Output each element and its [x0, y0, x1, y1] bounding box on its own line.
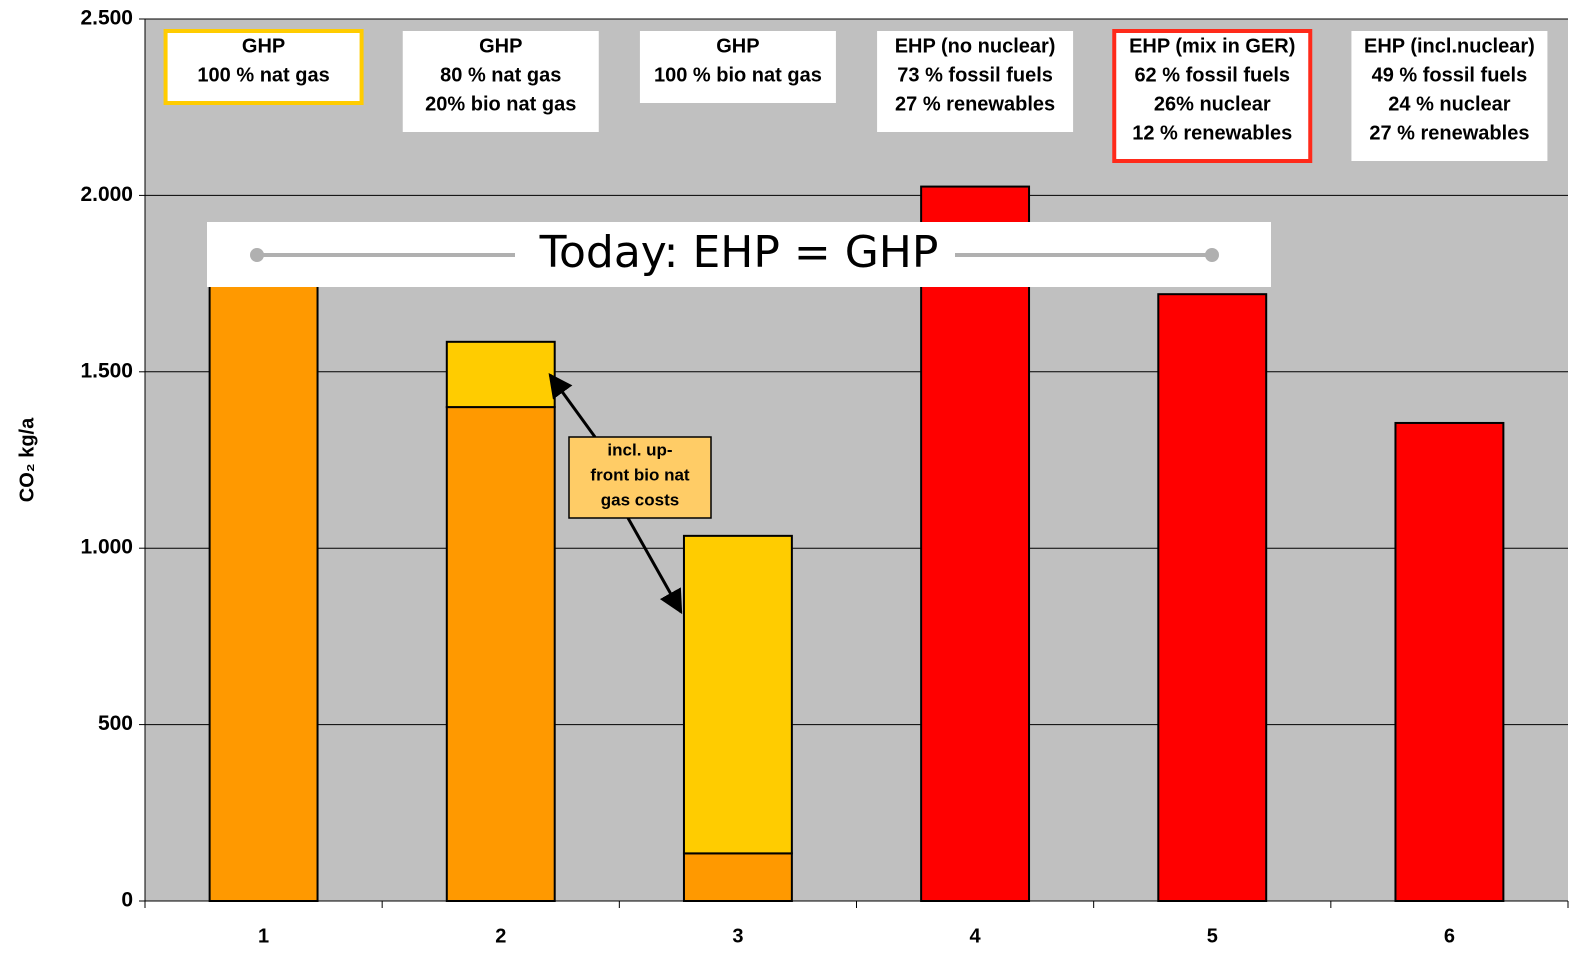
banner-text: Today: EHP = GHP: [539, 227, 939, 278]
bar-label-line: 27 % renewables: [1369, 122, 1529, 144]
bar-label-line: 26% nuclear: [1154, 93, 1271, 115]
bar-label-line: 80 % nat gas: [440, 64, 561, 86]
bar-label-line: EHP (no nuclear): [895, 35, 1056, 57]
bar-label-line: 49 % fossil fuels: [1372, 64, 1528, 86]
bar-label-line: EHP (incl.nuclear): [1364, 35, 1535, 57]
bar-segment: [682, 534, 793, 855]
callout-box: [568, 436, 712, 519]
banner-dot: [250, 248, 264, 262]
bar-label-line: GHP: [716, 35, 759, 57]
y-tick-label: 1.500: [80, 359, 133, 382]
bar-label-line: 27 % renewables: [895, 93, 1055, 115]
x-tick-label: 6: [1444, 925, 1455, 947]
bar-label-line: 62 % fossil fuels: [1134, 64, 1290, 86]
bar-segment: [920, 185, 1031, 902]
bar-segment: [682, 852, 793, 903]
bar-label-line: 12 % renewables: [1132, 122, 1292, 144]
bar-label-line: 24 % nuclear: [1388, 93, 1511, 115]
label-box: [639, 31, 836, 103]
x-tick-label: 1: [258, 925, 269, 947]
bar-label-line: GHP: [479, 35, 522, 57]
bar-label-line: 100 % nat gas: [197, 64, 329, 86]
y-axis-label: CO₂ kg/a: [16, 417, 38, 502]
plot-area: [145, 19, 1568, 901]
label-box: [163, 29, 364, 105]
bar-segment: [1394, 421, 1505, 902]
bar-label-line: 20% bio nat gas: [425, 93, 576, 115]
y-tick-label: 2.500: [80, 7, 133, 30]
bar-label-line: 100 % bio nat gas: [654, 64, 822, 86]
bar-label-line: 73 % fossil fuels: [897, 64, 1053, 86]
y-tick-label: 500: [98, 712, 133, 735]
label-box: [1351, 31, 1548, 161]
callout-line: front bio nat: [590, 465, 689, 484]
bar-segment: [1157, 293, 1268, 902]
x-tick-label: 5: [1207, 925, 1218, 947]
label-box: [1112, 29, 1313, 163]
bar-label-line: EHP (mix in GER): [1129, 35, 1295, 57]
x-tick-label: 2: [495, 925, 506, 947]
callout-line: incl. up-: [607, 440, 672, 459]
callout-arrow: [548, 373, 597, 438]
callout-line: gas costs: [601, 490, 679, 509]
bar-label-line: GHP: [242, 35, 285, 57]
label-box: [877, 31, 1074, 132]
y-tick-label: 1.000: [80, 536, 133, 559]
y-tick-label: 2.000: [80, 183, 133, 206]
callout-arrow: [626, 517, 683, 615]
bar-segment: [208, 282, 319, 903]
x-tick-label: 3: [732, 925, 743, 947]
x-tick-label: 4: [970, 925, 982, 947]
label-box: [402, 31, 599, 132]
banner-dot: [1205, 248, 1219, 262]
bar-segment: [445, 406, 556, 902]
y-tick-label: 0: [121, 889, 133, 912]
bar-segment: [445, 340, 556, 409]
